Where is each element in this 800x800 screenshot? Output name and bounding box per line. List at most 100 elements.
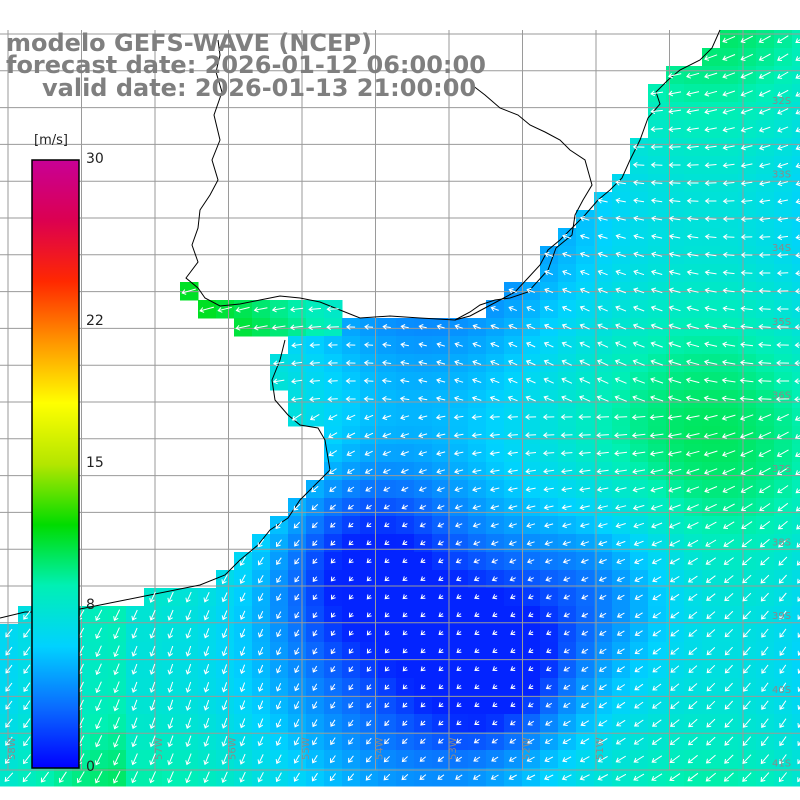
wind-arrow (668, 144, 681, 151)
wind-arrow (740, 216, 753, 223)
wind-arrow (651, 737, 662, 745)
wind-arrow (276, 611, 282, 620)
wind-arrow (633, 737, 644, 745)
wind-arrow (167, 771, 174, 784)
wind-arrow (670, 647, 680, 655)
wind-arrow (597, 504, 609, 511)
wind-arrow (651, 522, 663, 529)
wind-arrow (95, 753, 103, 766)
wind-arrow (615, 287, 627, 294)
wind-arrow (490, 522, 499, 528)
wind-arrow (668, 287, 681, 294)
wind-arrow (239, 682, 246, 693)
wind-arrow (759, 180, 771, 187)
wind-arrow (777, 180, 789, 187)
wind-arrow (544, 558, 553, 564)
wind-arrow (384, 666, 390, 672)
wind-arrow (276, 665, 282, 674)
wind-arrow (703, 359, 718, 366)
wind-arrow (275, 736, 282, 746)
wind-arrow (596, 486, 609, 493)
wind-arrow (363, 359, 374, 366)
wind-arrow (402, 648, 408, 654)
wind-arrow (113, 699, 120, 712)
wind-arrow (742, 754, 752, 764)
wind-arrow (775, 396, 790, 403)
lon-label: 54W (375, 737, 386, 760)
wind-arrow (455, 774, 463, 780)
wind-arrow (722, 287, 735, 294)
wind-arrow (381, 395, 392, 402)
wind-arrow (489, 486, 500, 493)
wind-arrow (309, 342, 320, 349)
wind-arrow (598, 648, 607, 654)
wind-arrow (631, 432, 646, 439)
wind-arrow (634, 612, 643, 618)
wind-arrow (758, 341, 772, 348)
wind-speed-cell (792, 48, 800, 67)
wind-speed-cell (792, 552, 800, 571)
wind-arrow (492, 702, 498, 707)
wind-arrow (438, 684, 444, 690)
wind-arrow (633, 755, 645, 763)
wind-arrow (472, 486, 482, 493)
wind-arrow (649, 432, 664, 439)
wind-arrow (149, 717, 156, 730)
wind-arrow (705, 754, 716, 764)
wind-arrow (615, 215, 626, 222)
wind-arrow (543, 486, 554, 493)
wind-arrow (797, 777, 800, 783)
wind-arrow (366, 612, 372, 618)
wind-arrow (239, 574, 246, 584)
wind-arrow (779, 736, 787, 747)
wind-arrow (667, 72, 682, 79)
wind-arrow (472, 359, 482, 366)
wind-arrow (578, 450, 591, 457)
wind-arrow (348, 522, 354, 528)
wind-arrow (650, 108, 663, 115)
wind-arrow (581, 576, 589, 582)
wind-arrow (95, 663, 102, 676)
wind-arrow (23, 610, 31, 620)
wind-arrow (276, 593, 282, 602)
wind-arrow (703, 395, 718, 402)
wind-arrow (491, 738, 498, 744)
wind-arrow (634, 683, 644, 691)
wind-arrow (722, 503, 735, 511)
wind-arrow (634, 558, 644, 565)
wind-arrow (294, 629, 300, 637)
wind-arrow (113, 609, 121, 622)
wind-arrow (615, 323, 627, 330)
wind-arrow (509, 720, 516, 726)
wind-arrow (402, 630, 408, 636)
wind-arrow (740, 35, 754, 44)
wind-arrow (758, 162, 771, 169)
wind-arrow (402, 594, 408, 600)
wind-arrow (597, 359, 609, 366)
wind-arrow (418, 342, 427, 348)
wind-arrow (740, 144, 753, 151)
wind-arrow (492, 648, 498, 653)
wind-arrow (508, 774, 517, 780)
wind-arrow (473, 756, 481, 762)
wind-arrow (366, 684, 372, 691)
wind-arrow (598, 540, 608, 547)
wind-arrow (330, 666, 336, 673)
wind-arrow (508, 756, 517, 762)
wind-arrow (722, 269, 735, 276)
wind-arrow (686, 341, 700, 348)
wind-arrow (597, 737, 608, 745)
wind-arrow (545, 666, 552, 672)
wind-arrow (563, 648, 570, 654)
wind-arrow (366, 648, 372, 654)
wind-arrow (740, 467, 754, 476)
wind-arrow (723, 557, 734, 565)
wind-arrow (778, 538, 788, 548)
wind-arrow (598, 702, 608, 709)
wind-arrow (599, 630, 607, 636)
wind-arrow (742, 610, 752, 620)
wind-arrow (633, 773, 645, 781)
lon-label: 53W (448, 737, 459, 760)
wind-arrow (562, 558, 571, 564)
wind-arrow (704, 305, 717, 312)
